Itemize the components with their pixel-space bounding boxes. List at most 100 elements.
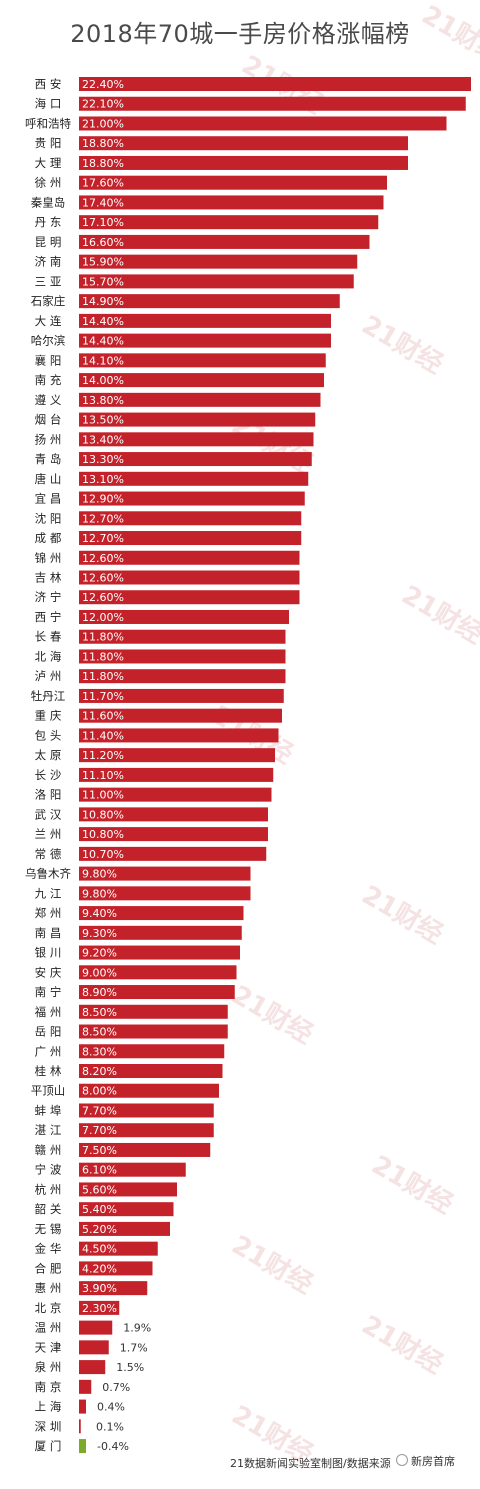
bar <box>79 1261 153 1276</box>
bar <box>79 1241 158 1256</box>
data-label: 17.60% <box>82 177 124 190</box>
category-label: 韶 关 <box>35 1202 62 1216</box>
category-label: 呼和浩特 <box>25 116 71 130</box>
data-label: 8.50% <box>82 1006 117 1019</box>
bar <box>79 254 358 269</box>
data-label: 12.90% <box>82 493 124 506</box>
category-label: 泸 州 <box>35 669 62 683</box>
bar <box>79 965 237 980</box>
bar <box>79 491 305 506</box>
bar <box>79 195 384 210</box>
category-label: 石家庄 <box>31 294 66 308</box>
data-label: 13.10% <box>82 473 124 486</box>
bar <box>79 1004 228 1019</box>
category-label: 湛 江 <box>35 1123 62 1137</box>
data-label: 8.20% <box>82 1065 117 1078</box>
data-label: 13.80% <box>82 394 124 407</box>
data-label: 16.60% <box>82 236 124 249</box>
data-label: 0.4% <box>97 1401 125 1414</box>
bar <box>79 1439 86 1454</box>
data-label: 21.00% <box>82 117 124 130</box>
data-label: 9.80% <box>82 887 117 900</box>
data-label: 0.7% <box>102 1381 130 1394</box>
data-label: 7.70% <box>82 1124 117 1137</box>
data-label: 11.80% <box>82 670 124 683</box>
bar <box>79 649 286 664</box>
watermark: 21财经 <box>367 1149 459 1220</box>
category-label: 杭 州 <box>35 1182 62 1196</box>
bar <box>79 985 235 1000</box>
category-label: 福 州 <box>35 1005 62 1019</box>
bar <box>79 313 331 328</box>
bar <box>79 1202 174 1217</box>
data-label: 11.00% <box>82 789 124 802</box>
data-label: 11.70% <box>82 690 124 703</box>
category-label: 郑 州 <box>35 906 62 920</box>
bar <box>79 1162 186 1177</box>
wechat-icon <box>396 1454 408 1466</box>
category-label: 哈尔滨 <box>31 334 66 348</box>
watermark: 21财经 <box>417 0 480 70</box>
data-label: 4.20% <box>82 1262 117 1275</box>
category-label: 平顶山 <box>31 1084 66 1098</box>
data-label: 18.80% <box>82 157 124 170</box>
category-label: 贵 阳 <box>35 136 62 150</box>
bar <box>79 452 312 467</box>
data-label: 9.30% <box>82 927 117 940</box>
category-label: 海 口 <box>35 97 62 111</box>
bar <box>79 373 324 388</box>
bar <box>79 669 286 684</box>
data-label: 10.70% <box>82 848 124 861</box>
category-label: 合 肥 <box>35 1261 62 1275</box>
bar <box>79 333 331 348</box>
category-label: 安 庆 <box>35 965 62 979</box>
category-label: 九 江 <box>35 886 62 900</box>
category-label: 宁 波 <box>35 1163 62 1177</box>
bar <box>79 77 471 91</box>
data-label: 14.40% <box>82 335 124 348</box>
data-label: 1.7% <box>120 1341 148 1354</box>
bar <box>79 432 314 447</box>
account-badge: 新房首席 <box>392 1452 459 1470</box>
data-label: 12.70% <box>82 532 124 545</box>
data-label: 17.10% <box>82 216 124 229</box>
data-label: 8.90% <box>82 986 117 999</box>
data-label: 15.70% <box>82 275 124 288</box>
bar <box>79 945 240 960</box>
data-label: 4.50% <box>82 1243 117 1256</box>
data-label: -0.4% <box>97 1440 129 1453</box>
category-label: 长 沙 <box>35 768 62 782</box>
data-label: 14.90% <box>82 295 124 308</box>
bar <box>79 1419 81 1434</box>
data-label: 9.40% <box>82 907 117 920</box>
data-label: 1.9% <box>123 1322 151 1335</box>
category-label: 北 海 <box>35 649 62 663</box>
bar <box>79 925 242 940</box>
data-label: 15.90% <box>82 256 124 269</box>
bar <box>79 155 408 170</box>
bar <box>79 1064 223 1078</box>
data-label: 11.40% <box>82 729 124 742</box>
data-label: 9.00% <box>82 966 117 979</box>
category-label: 上 海 <box>35 1400 62 1414</box>
bar <box>79 1281 148 1296</box>
category-label: 唐 山 <box>35 472 62 486</box>
data-label: 12.00% <box>82 611 124 624</box>
category-label: 兰 州 <box>35 827 62 841</box>
category-label: 南 宁 <box>35 985 62 999</box>
bar <box>79 767 274 782</box>
watermark: 21财经 <box>357 1309 449 1380</box>
category-label: 青 岛 <box>35 452 62 466</box>
data-label: 9.80% <box>82 868 117 881</box>
bar <box>79 175 387 190</box>
data-label: 5.60% <box>82 1183 117 1196</box>
bar <box>79 1083 219 1098</box>
data-label: 7.50% <box>82 1144 117 1157</box>
category-label: 西 宁 <box>35 610 62 624</box>
data-label: 13.40% <box>82 433 124 446</box>
bar <box>79 1103 214 1118</box>
category-label: 常 德 <box>35 847 62 861</box>
bar <box>79 1300 120 1315</box>
bar <box>79 886 251 901</box>
watermark: 21财经 <box>227 1229 319 1300</box>
